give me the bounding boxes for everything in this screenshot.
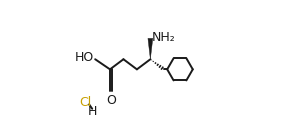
- Text: HO: HO: [75, 51, 94, 64]
- Text: H: H: [88, 105, 98, 118]
- Text: O: O: [106, 94, 116, 107]
- Polygon shape: [148, 38, 153, 59]
- Text: Cl: Cl: [80, 97, 92, 109]
- Text: NH₂: NH₂: [152, 31, 176, 44]
